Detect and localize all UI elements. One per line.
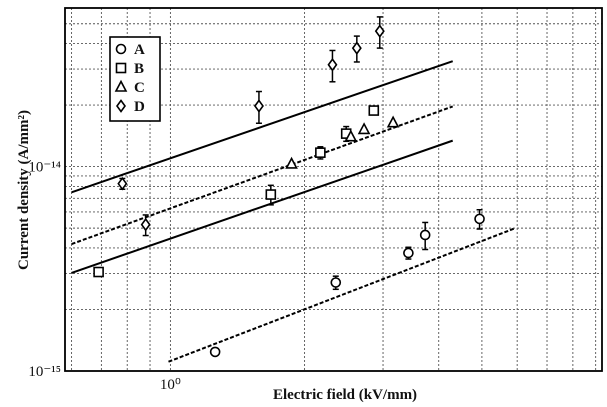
data-point-c [285, 156, 298, 169]
data-point-d [253, 99, 264, 113]
y-axis-title: Current density (A/mm²) [16, 110, 32, 270]
data-point-c [357, 122, 371, 135]
data-point-a [403, 247, 414, 259]
fit-lines [71, 60, 515, 363]
data-point-d [140, 217, 151, 232]
data-point-a [209, 346, 221, 358]
legend-label-d: D [134, 99, 145, 115]
data-points [93, 24, 485, 358]
fit-line-d [71, 60, 454, 194]
legend-label-a: A [134, 42, 145, 58]
data-point-a [474, 213, 485, 225]
data-point-b [265, 189, 277, 200]
legend-label-b: B [134, 61, 144, 77]
data-point-a [330, 277, 342, 288]
y-tick-label: 10⁻¹⁵ [28, 364, 61, 380]
legend-marker-c [114, 79, 128, 92]
data-point-d [374, 24, 385, 39]
data-point-c [344, 129, 358, 142]
data-point-d [351, 41, 362, 55]
y-tick-label: 10⁻¹⁴ [28, 160, 61, 176]
x-axis-title: Electric field (kV/mm) [273, 387, 417, 403]
data-point-b [315, 147, 326, 158]
grid [65, 8, 602, 371]
legend-marker-b [115, 62, 127, 74]
fit-line-b [71, 139, 454, 274]
legend-marker-d [116, 99, 126, 113]
data-point-d [117, 176, 128, 191]
x-tick-label: 10⁰ [160, 377, 181, 393]
legend-marker-a [115, 43, 127, 55]
data-point-b [93, 266, 104, 278]
plot-frame [64, 7, 603, 372]
tick-labels: 10⁰ 10⁻¹⁵ 10⁻¹⁴ [28, 160, 181, 393]
data-point-a [419, 229, 431, 241]
legend-label-c: C [134, 80, 145, 96]
fit-line-c [71, 105, 454, 245]
data-point-d [327, 57, 338, 72]
data-point-c [386, 115, 400, 128]
data-point-b [368, 105, 380, 116]
fit-line-a [168, 227, 515, 363]
